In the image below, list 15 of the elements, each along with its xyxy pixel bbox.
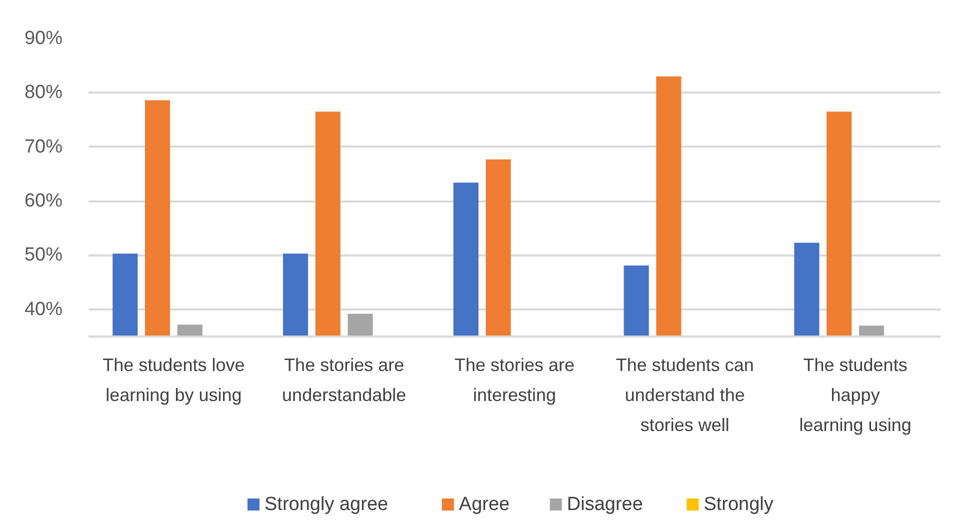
legend-label: Strongly [704,494,774,515]
legend-label: Disagree [566,494,643,515]
legend-label: Agree [458,494,510,515]
y-tick-label: 80% [24,82,63,104]
x-tick-label: The students happy learning using [799,355,912,436]
y-tick-label: 90% [24,28,63,49]
y-tick-label: 40% [24,298,63,320]
y-tick-label: 70% [24,136,63,158]
legend-label: Strongly agree [264,494,388,515]
y-tick-label: 50% [24,244,63,266]
x-tick-label: The students can understand the stories well [616,355,754,436]
x-tick-label: The stories are interesting [454,355,575,406]
x-tick-label: The stories are understandable [282,355,406,406]
y-tick-label: 60% [24,190,63,212]
x-tick-label: The students love learning by using [102,355,245,406]
